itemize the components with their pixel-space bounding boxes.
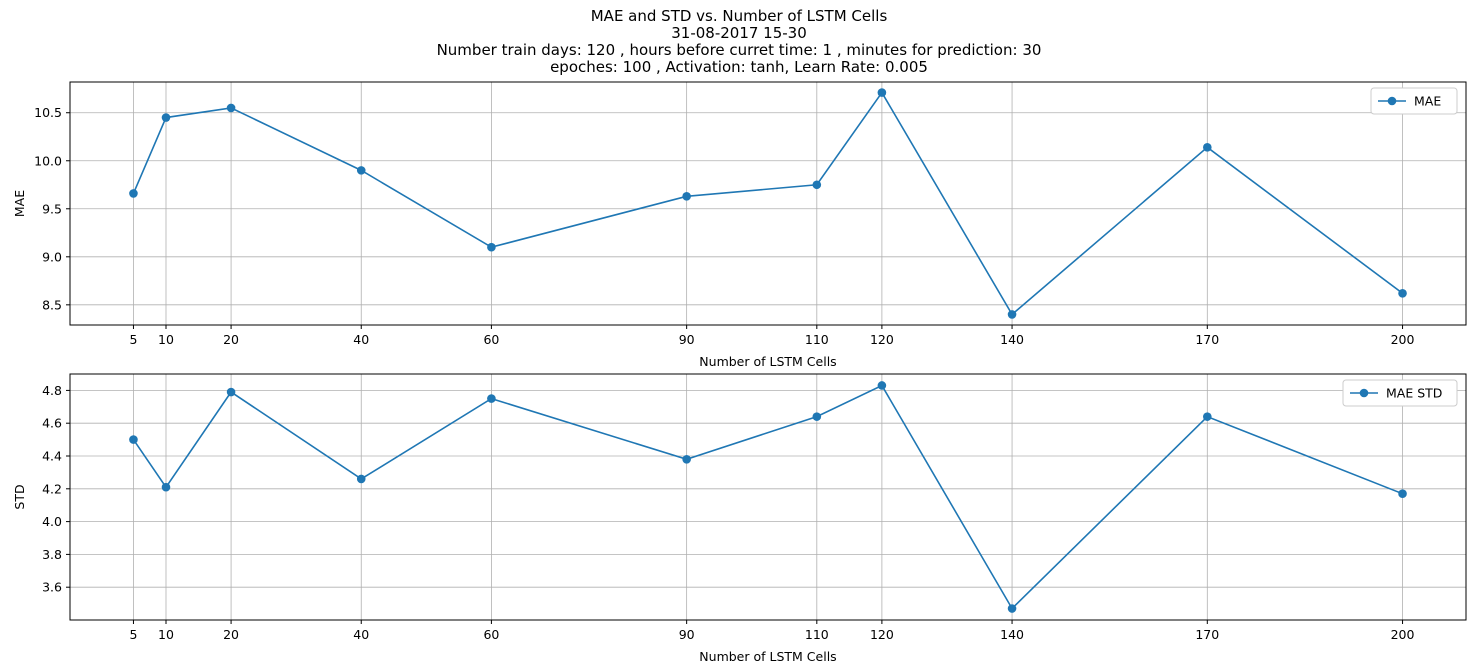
data-point	[226, 103, 236, 113]
x-tick-label: 40	[353, 332, 369, 347]
legend-marker	[1359, 388, 1369, 398]
x-axis-label: Number of LSTM Cells	[699, 354, 836, 369]
data-point	[1398, 289, 1407, 298]
title-line-1: MAE and STD vs. Number of LSTM Cells	[590, 7, 888, 25]
x-tick-label: 60	[483, 627, 499, 642]
x-tick-label: 90	[679, 627, 695, 642]
data-point	[1203, 143, 1212, 152]
y-tick-label: 4.6	[42, 416, 62, 431]
data-point	[161, 113, 171, 122]
x-tick-label: 110	[805, 332, 829, 347]
y-axis-label: STD	[12, 484, 27, 509]
data-point	[1007, 604, 1017, 613]
x-tick-label: 120	[870, 332, 894, 347]
data-point	[487, 242, 496, 252]
data-point	[1203, 412, 1212, 421]
legend: MAE STD	[1342, 379, 1458, 407]
data-point	[812, 180, 822, 190]
y-tick-label: 10.5	[34, 105, 62, 120]
data-point	[487, 394, 496, 403]
x-tick-label: 60	[483, 332, 499, 347]
y-tick-label: 4.4	[42, 449, 62, 464]
data-point	[812, 412, 822, 421]
x-tick-label: 5	[129, 332, 137, 347]
x-tick-label: 200	[1391, 627, 1415, 642]
data-point	[1007, 310, 1017, 319]
x-tick-label: 140	[1000, 332, 1024, 347]
data-point	[226, 387, 236, 397]
data-point	[356, 474, 366, 484]
data-point	[682, 454, 691, 464]
y-tick-label: 9.5	[42, 201, 62, 216]
x-tick-label: 5	[129, 627, 137, 642]
x-tick-label: 170	[1195, 627, 1219, 642]
series-line	[132, 91, 1404, 316]
data-point	[682, 191, 691, 201]
chart-title: MAE and STD vs. Number of LSTM Cells 31-…	[0, 8, 1478, 76]
data-point	[356, 166, 366, 175]
legend: MAE	[1370, 87, 1458, 115]
axes-frame	[69, 81, 1467, 326]
legend-marker	[1387, 96, 1397, 106]
subplot-2: 5 10 20 40 60 90 110 120 140 170 200 3.6 3.8 4.0 4.2 4.…	[12, 373, 1467, 664]
title-line-2: 31-08-2017 15-30	[671, 24, 807, 42]
series-line	[132, 384, 1403, 610]
x-tick-label: 10	[158, 332, 174, 347]
x-tick-label: 90	[679, 332, 695, 347]
legend-label: MAE	[1414, 94, 1441, 109]
y-tick-label: 4.0	[42, 514, 62, 529]
y-tick-label: 4.8	[42, 383, 62, 398]
axes-frame	[69, 373, 1467, 621]
y-axis-label: MAE	[12, 190, 27, 217]
y-tick-label: 10.0	[34, 153, 62, 168]
x-tick-label: 40	[353, 627, 369, 642]
data-point	[129, 435, 138, 444]
y-tick-label: 9.0	[42, 249, 62, 264]
data-point	[1398, 489, 1407, 499]
data-point	[129, 189, 138, 198]
y-tick-label: 3.8	[42, 547, 62, 562]
x-tick-label: 200	[1391, 332, 1415, 347]
x-tick-label: 140	[1000, 627, 1024, 642]
subplot-1: 5 10 20 40 60 90 110 120 140 170 200 8.5 9.0 9.5 10.0 1…	[12, 81, 1467, 369]
x-tick-label: 170	[1195, 332, 1219, 347]
y-tick-label: 3.6	[42, 580, 62, 595]
legend-label: MAE STD	[1386, 386, 1442, 401]
data-point	[877, 88, 887, 97]
x-tick-label: 120	[870, 627, 894, 642]
legend-box	[1370, 87, 1458, 115]
legend-box	[1342, 379, 1458, 407]
x-tick-label: 10	[158, 627, 174, 642]
data-point	[877, 381, 887, 390]
title-line-3: Number train days: 120 , hours before cu…	[436, 41, 1042, 59]
x-tick-label: 20	[223, 627, 239, 642]
x-tick-label: 110	[805, 627, 829, 642]
x-tick-label: 20	[223, 332, 239, 347]
data-point	[161, 482, 171, 492]
y-tick-label: 4.2	[42, 481, 62, 496]
title-line-4: epoches: 100 , Activation: tanh, Learn R…	[550, 58, 928, 76]
y-tick-label: 8.5	[42, 297, 62, 312]
x-axis-label: Number of LSTM Cells	[699, 649, 836, 664]
